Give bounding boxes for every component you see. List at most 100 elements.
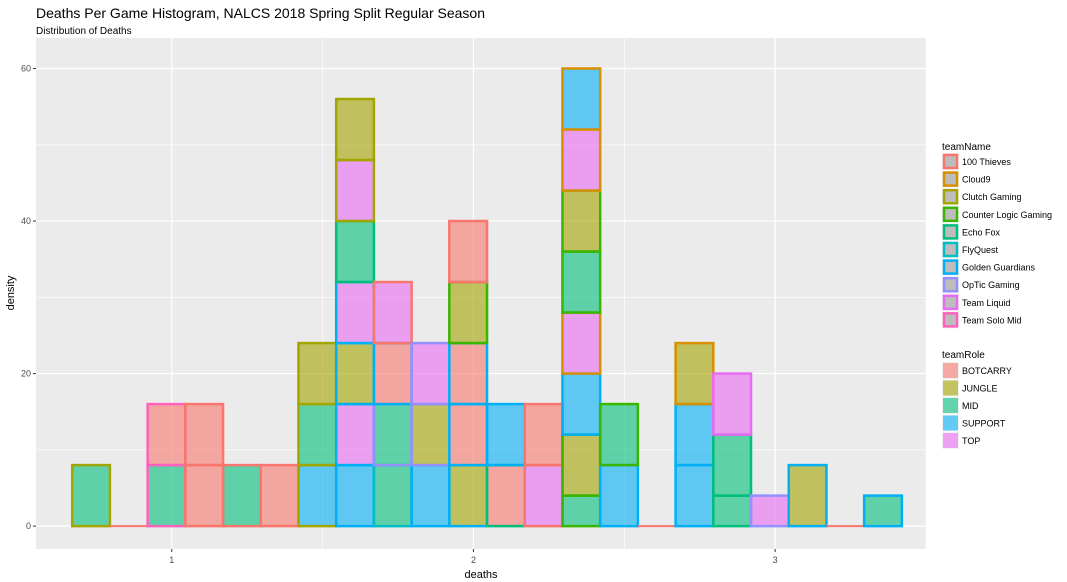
legend-label: Team Solo Mid: [962, 315, 1022, 325]
bar-segment: [561, 433, 602, 497]
legend-label: MID: [962, 401, 979, 411]
bar-segment: [712, 433, 753, 497]
legend-label: SUPPORT: [962, 419, 1006, 429]
bar-segment: [372, 280, 413, 345]
bar-segment: [674, 341, 715, 406]
bar-segment: [410, 402, 451, 467]
legend-label: Golden Guardians: [962, 263, 1036, 273]
legend-key: [942, 312, 959, 328]
bar-segment: [561, 372, 602, 436]
bar-segment: [146, 402, 187, 467]
y-tick-label: 40: [21, 216, 31, 226]
bar-segment: [372, 341, 413, 406]
legend-label: BOTCARRY: [962, 366, 1012, 376]
x-tick-label: 2: [471, 555, 476, 565]
bar-segment: [749, 494, 790, 528]
legend-label: JUNGLE: [962, 384, 998, 394]
bar-segment: [70, 463, 112, 528]
bar-segment: [712, 372, 753, 436]
legend-key: [942, 276, 959, 293]
legend-key: [942, 259, 959, 275]
bar-segment: [334, 219, 376, 284]
x-tick-label: 1: [169, 555, 174, 565]
bar-segment: [448, 402, 489, 467]
chart-title: Deaths Per Game Histogram, NALCS 2018 Sp…: [36, 5, 485, 21]
legend-label: Team Liquid: [962, 298, 1011, 308]
bar-segment: [561, 311, 602, 375]
bar-segment: [787, 463, 828, 528]
bar-segment: [485, 402, 526, 467]
legend-key: [942, 241, 959, 258]
legend-label: Echo Fox: [962, 227, 1001, 237]
legend-key: [943, 415, 958, 431]
bar-segment: [448, 463, 489, 528]
bar-segment: [146, 463, 187, 528]
bar-segment: [561, 494, 602, 528]
legend-key: [942, 153, 959, 170]
y-axis-title: density: [5, 275, 17, 310]
bar-segment: [448, 219, 489, 284]
y-tick-label: 0: [26, 521, 31, 531]
y-tick-label: 20: [21, 369, 31, 379]
bar-segment: [259, 463, 300, 528]
legend-team-name: teamName 100 Thieves Cloud9 Clutch Gaming C…: [942, 142, 1052, 329]
bar-segment: [410, 341, 451, 406]
bar-segment: [297, 402, 338, 467]
legend-team-role: teamRole BOTCARRY JUNGLE MID SUPPORT TOP: [942, 350, 1012, 449]
legend-label: Clutch Gaming: [962, 192, 1022, 202]
x-tick-label: 3: [773, 555, 778, 565]
legend-key: [942, 224, 959, 240]
bar-segment: [372, 402, 413, 467]
y-tick-label: 60: [21, 64, 31, 74]
bar-segment: [334, 402, 376, 467]
legend-key: [942, 294, 959, 311]
legend-label: Cloud9: [962, 175, 991, 185]
bar-segment: [561, 67, 602, 131]
bar-segment: [674, 402, 715, 467]
legend-label: TOP: [962, 436, 980, 446]
bar-segment: [448, 341, 489, 406]
bar-segment: [334, 158, 376, 223]
bar-segment: [523, 402, 564, 467]
x-axis-title: deaths: [464, 569, 498, 581]
bar-segment: [334, 280, 376, 345]
legend-key: [943, 363, 958, 378]
bar-segments: [70, 67, 904, 528]
bar-segment: [448, 280, 489, 345]
legend-label: Counter Logic Gaming: [962, 210, 1052, 220]
legend-team-role-title: teamRole: [942, 350, 985, 361]
bar-segment: [410, 463, 451, 528]
bar-segment: [561, 189, 602, 253]
bar-segment: [184, 402, 225, 467]
bar-segment: [674, 463, 715, 528]
bar-segment: [334, 341, 376, 406]
legend-label: 100 Thieves: [962, 157, 1011, 167]
x-axis-ticks: 1 2 3: [169, 549, 778, 565]
legend-key: [943, 398, 958, 413]
bar-segment: [221, 463, 263, 528]
bar-segment: [485, 463, 526, 528]
bar-segment: [598, 402, 640, 467]
bar-segment: [334, 97, 376, 162]
bar-segment: [523, 463, 564, 528]
chart-subtitle: Distribution of Deaths: [36, 26, 132, 37]
bar-segment: [561, 250, 602, 314]
legend-team-name-title: teamName: [942, 142, 991, 153]
y-axis-ticks: 0 20 40 60: [21, 64, 36, 531]
legend-label: FlyQuest: [962, 245, 999, 255]
legend-key: [943, 433, 958, 448]
bar-segment: [598, 463, 640, 528]
legend-key: [942, 188, 959, 205]
bar-segment: [372, 463, 413, 528]
bar-segment: [297, 341, 338, 406]
legend-key: [943, 380, 958, 396]
legend-key: [942, 171, 959, 187]
legend-label: OpTic Gaming: [962, 280, 1020, 290]
bar-segment: [297, 463, 338, 528]
bar-segment: [561, 128, 602, 192]
legend-key: [942, 206, 959, 223]
bar-segment: [862, 494, 904, 528]
bar-segment: [712, 494, 753, 528]
bar-segment: [184, 463, 225, 528]
